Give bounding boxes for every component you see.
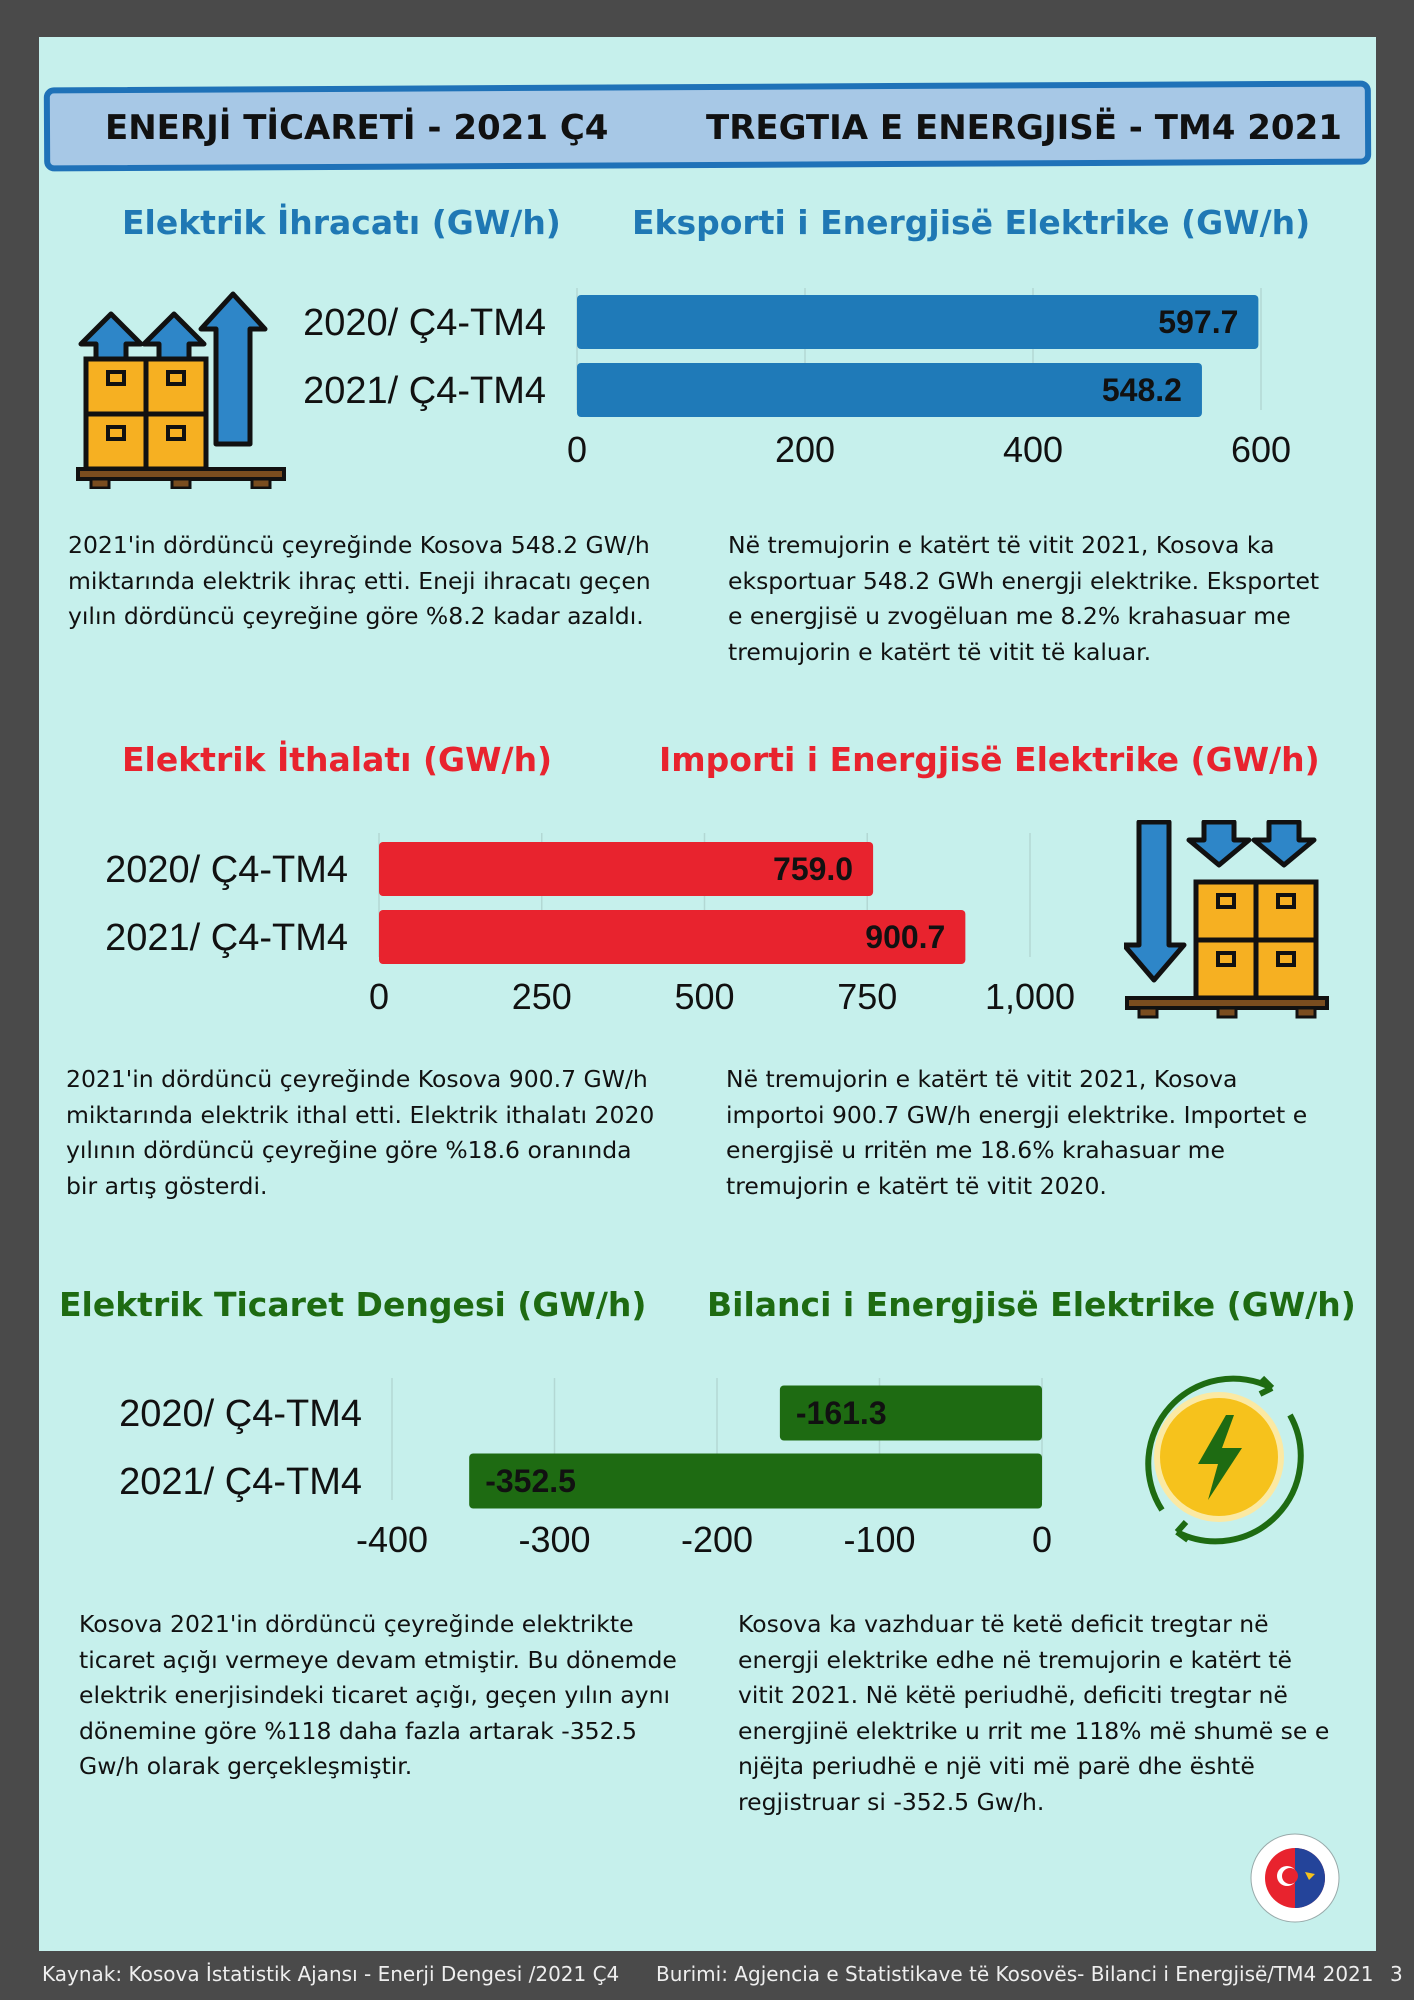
balance-bar-chart: -161.3 2020/ Ç4-TM4 -352.5 2021/ Ç4-TM4 -400… [119,1378,1052,1560]
balance-title-albanian: Bilanci i Energjisë Elektrike (GW/h) [707,1285,1356,1324]
import-bar [379,910,966,964]
page-number: 3 [1390,1962,1403,1986]
title-turkish: ENERJİ TİCARETİ - 2021 Ç4 [105,108,609,148]
export-text-turkish: 2021'in dördüncü çeyreğinde Kosova 548.2… [68,528,688,635]
balance-tick-label: 0 [1032,1519,1052,1560]
balance-text-albanian-line: vitit 2021. Në këtë periudhë, deficiti t… [738,1681,1288,1709]
import-title-albanian: Importi i Energjisë Elektrike (GW/h) [659,740,1320,779]
balance-category-label: 2021/ Ç4-TM4 [119,1461,362,1503]
export-text-albanian-line: e energjisë u zvogëluan me 8.2% krahasua… [728,602,1291,630]
export-boxes-icon [76,284,290,494]
balance-data-label: -352.5 [485,1463,576,1499]
balance-category-label: 2020/ Ç4-TM4 [119,1393,362,1435]
export-title-albanian: Eksporti i Energjisë Elektrike (GW/h) [632,203,1311,242]
balance-text-turkish-line: Kosova 2021'in dördüncü çeyreğinde elekt… [79,1610,634,1638]
import-text-albanian-line: tremujorin e katërt të vitit 2020. [726,1171,1107,1200]
export-category-label: 2020/ Ç4-TM4 [303,302,546,344]
balance-text-albanian-line: energjinë elektrike u rrit me 118% më sh… [738,1716,1330,1745]
export-bar [577,295,1259,349]
energy-cycle-icon [1122,1360,1316,1559]
export-category-label: 2021/ Ç4-TM4 [303,370,546,412]
chamber-logo-icon [1249,1832,1341,1929]
export-text-turkish-line: 2021'in dördüncü çeyreğinde Kosova 548.2… [68,531,650,559]
import-text-turkish-line: miktarında elektrik ithal etti. Elektrik… [66,1100,655,1129]
balance-data-label: -161.3 [796,1395,887,1431]
import-text-albanian: Në tremujorin e katërt të vitit 2021, Ko… [726,1062,1343,1204]
import-text-turkish-line: 2021'in dördüncü çeyreğinde Kosova 900.7… [66,1065,648,1093]
import-category-label: 2021/ Ç4-TM4 [105,917,348,959]
balance-text-turkish-line: dönemine göre %118 daha fazla artarak -3… [79,1716,637,1745]
page-background [39,37,1376,1951]
export-text-albanian-line: tremujorin e katërt të vitit të kaluar. [728,637,1152,666]
import-boxes-icon [1121,819,1338,1030]
balance-text-turkish-line: Gw/h olarak gerçekleşmiştir. [79,1752,413,1780]
export-data-label: 548.2 [1102,372,1182,408]
export-bar [577,363,1202,417]
export-text-albanian: Në tremujorin e katërt të vitit 2021, Ko… [728,528,1345,670]
balance-tick-label: -300 [518,1519,590,1560]
import-bar-chart: 759.0 2020/ Ç4-TM4 900.7 2021/ Ç4-TM4 0 250 50… [105,833,1075,1017]
balance-title-turkish: Elektrik Ticaret Dengesi (GW/h) [59,1285,647,1324]
import-data-label: 900.7 [865,919,945,955]
export-title-turkish: Elektrik İhracatı (GW/h) [122,203,561,242]
import-text-turkish-line: bir artış gösterdi. [66,1171,268,1200]
export-bar-chart: 597.7 2020/ Ç4-TM4 548.2 2021/ Ç4-TM4 0 200 40… [303,288,1291,470]
balance-text-albanian-line: regjistruar si -352.5 Gw/h. [738,1787,1045,1816]
balance-text-turkish: Kosova 2021'in dördüncü çeyreğinde elekt… [79,1607,697,1785]
import-data-label: 759.0 [773,851,853,887]
import-tick-label: 0 [369,976,389,1017]
balance-text-albanian-line: njëjta periudhë e një viti më parë dhe ë… [738,1752,1255,1780]
export-data-label: 597.7 [1158,304,1238,340]
export-text-albanian-line: eksportuar 548.2 GWh energji elektrike. … [728,566,1320,595]
import-text-albanian-line: energjisë u rritën me 18.6% krahasuar me [726,1136,1225,1164]
balance-text-albanian-line: Kosova ka vazhduar të ketë deficit tregt… [738,1610,1269,1638]
balance-text-turkish-line: ticaret açığı vermeye devam etmiştir. Bu… [79,1645,677,1674]
title-albanian: TREGTIA E ENERGJISË - TM4 2021 [706,108,1342,148]
import-text-albanian-line: Në tremujorin e katërt të vitit 2021, Ko… [726,1065,1238,1093]
balance-tick-label: -100 [843,1519,915,1560]
balance-text-albanian-line: energji elektrike edhe në tremujorin e k… [738,1645,1292,1674]
import-tick-label: 250 [512,976,572,1017]
balance-text-turkish-line: elektrik enerjisindeki ticaret açığı, ge… [79,1681,671,1709]
footer-source-albanian: Burimi: Agjencia e Statistikave të Kosov… [656,1962,1374,1986]
export-text-turkish-line: yılın dördüncü çeyreğine göre %8.2 kadar… [68,602,644,630]
import-bar [379,842,874,896]
balance-text-albanian: Kosova ka vazhduar të ketë deficit tregt… [738,1607,1355,1820]
balance-tick-label: -400 [356,1519,428,1560]
import-tick-label: 500 [674,976,734,1017]
import-title-turkish: Elektrik İthalatı (GW/h) [122,740,553,779]
balance-bar [469,1453,1042,1509]
footer-source-turkish: Kaynak: Kosova İstatistik Ajansı - Enerj… [42,1962,620,1986]
import-text-turkish: 2021'in dördüncü çeyreğinde Kosova 900.7… [66,1062,686,1204]
import-tick-label: 1,000 [985,976,1075,1017]
export-tick-label: 200 [775,429,835,470]
balance-tick-label: -200 [681,1519,753,1560]
import-text-albanian-line: importoi 900.7 GW/h energji elektrike. I… [726,1100,1308,1129]
import-text-turkish-line: yılının dördüncü çeyreğine göre %18.6 or… [66,1136,632,1164]
export-tick-label: 400 [1003,429,1063,470]
balance-bar [779,1385,1042,1441]
import-category-label: 2020/ Ç4-TM4 [105,849,348,891]
export-text-albanian-line: Në tremujorin e katërt të vitit 2021, Ko… [728,531,1275,559]
import-tick-label: 750 [837,976,897,1017]
export-tick-label: 0 [567,429,587,470]
export-tick-label: 600 [1231,429,1291,470]
export-text-turkish-line: miktarında elektrik ihraç etti. Eneji ih… [68,566,651,595]
